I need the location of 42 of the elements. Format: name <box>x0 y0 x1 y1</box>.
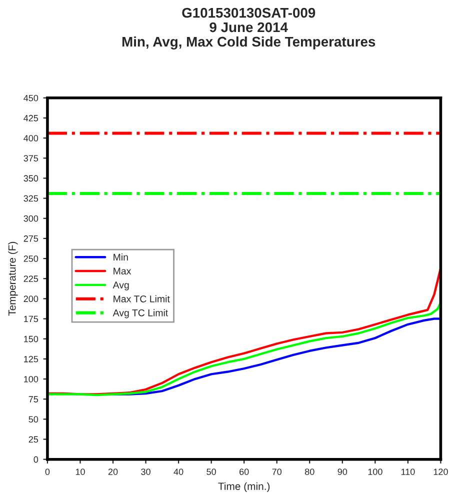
legend-label: Avg <box>112 282 129 290</box>
y-tick-label: 300 <box>24 215 38 222</box>
x-tick-label: 0 <box>45 468 50 475</box>
x-tick-label: 120 <box>434 468 448 475</box>
y-tick-label: 25 <box>28 436 38 443</box>
y-tick-label: 125 <box>24 356 38 362</box>
legend-label: Avg TC Limit <box>112 309 168 318</box>
y-tick-label: 150 <box>24 336 38 342</box>
x-axis-title: Time (min.) <box>218 482 270 492</box>
x-tick-label: 110 <box>401 468 415 475</box>
y-tick-label: 350 <box>24 175 38 182</box>
x-tick-label: 90 <box>338 468 348 475</box>
x-tick-label: 20 <box>108 468 118 475</box>
y-tick-label: 100 <box>24 376 38 382</box>
y-tick-label: 75 <box>28 396 38 402</box>
legend-label: Max TC Limit <box>114 295 170 302</box>
x-tick-label: 30 <box>141 468 150 475</box>
x-tick-label: 100 <box>368 468 382 475</box>
y-tick-label: 325 <box>24 195 38 202</box>
y-tick-label: 225 <box>24 276 38 282</box>
x-tick-label: 10 <box>76 468 85 475</box>
legend-label: Min <box>114 253 128 261</box>
x-tick-label: 70 <box>272 468 282 475</box>
x-tick-label: 50 <box>206 468 216 475</box>
y-tick-label: 50 <box>28 416 38 423</box>
chart-title: G101530130SAT-009 9 June 2014 Min, Avg, Max Cold Side Temperatures <box>122 8 376 50</box>
y-tick-label: 425 <box>24 114 38 122</box>
y-tick-label: 375 <box>24 155 38 162</box>
y-tick-label: 450 <box>24 94 38 102</box>
y-axis-title: Temperature (F) <box>8 242 18 316</box>
x-tick-label: 40 <box>174 468 184 475</box>
y-tick-label: 0 <box>34 456 38 463</box>
y-tick-label: 275 <box>24 235 38 242</box>
line-series <box>47 267 441 396</box>
y-tick-label: 250 <box>24 255 38 262</box>
legend-label: Max <box>114 268 132 275</box>
x-tick-label: 80 <box>304 468 314 475</box>
y-tick-label: 200 <box>24 296 38 302</box>
y-tick-label: 400 <box>24 135 38 142</box>
x-tick-label: 60 <box>240 468 249 475</box>
line-series <box>47 302 441 396</box>
y-tick-label: 175 <box>24 316 38 322</box>
